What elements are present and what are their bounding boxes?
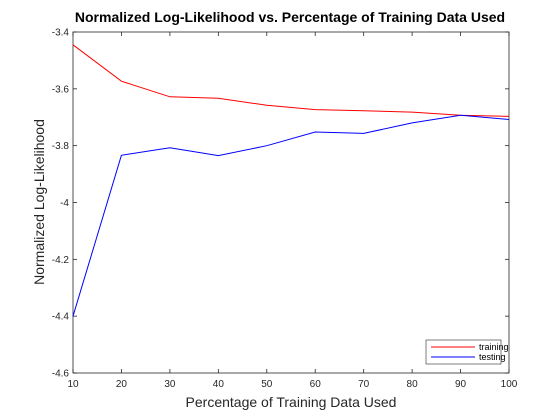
x-tick-label: 80 [407, 379, 419, 390]
x-axis-label: Percentage of Training Data Used [186, 394, 397, 410]
y-tick-label: -3.6 [52, 84, 70, 95]
x-axis: 10 20 30 40 50 60 70 80 90 100 [67, 32, 518, 390]
plot-area [72, 31, 510, 374]
x-tick-label: 40 [213, 379, 225, 390]
series-line-training [72, 44, 510, 117]
y-tick-label: -4.2 [52, 255, 70, 266]
x-tick-label: 60 [310, 379, 322, 390]
legend-label-training: training [479, 342, 509, 352]
x-tick-label: 20 [116, 379, 128, 390]
x-tick-label: 100 [501, 379, 518, 390]
legend-box [425, 339, 502, 365]
y-tick-label: -4 [60, 198, 69, 209]
x-tick-label: 70 [358, 379, 370, 390]
x-tick-label: 30 [164, 379, 176, 390]
y-axis: -4.6 -4.4 -4.2 -4 -3.8 -3.6 -3.4 [52, 28, 509, 380]
y-tick-label: -3.8 [52, 141, 70, 152]
y-axis-label: Normalized Log-Likelihood [31, 119, 47, 285]
y-tick-label: -4.6 [52, 369, 70, 380]
chart-title: Normalized Log-Likelihood vs. Percentage… [75, 9, 505, 25]
x-tick-label: 50 [261, 379, 273, 390]
series-line-testing [72, 114, 510, 317]
legend: training testing [425, 339, 509, 365]
y-tick-label: -3.4 [52, 28, 70, 39]
series-group [72, 44, 510, 317]
x-tick-label: 10 [67, 379, 79, 390]
legend-label-testing: testing [479, 352, 506, 362]
x-tick-label: 90 [455, 379, 467, 390]
y-tick-label: -4.4 [52, 312, 70, 323]
